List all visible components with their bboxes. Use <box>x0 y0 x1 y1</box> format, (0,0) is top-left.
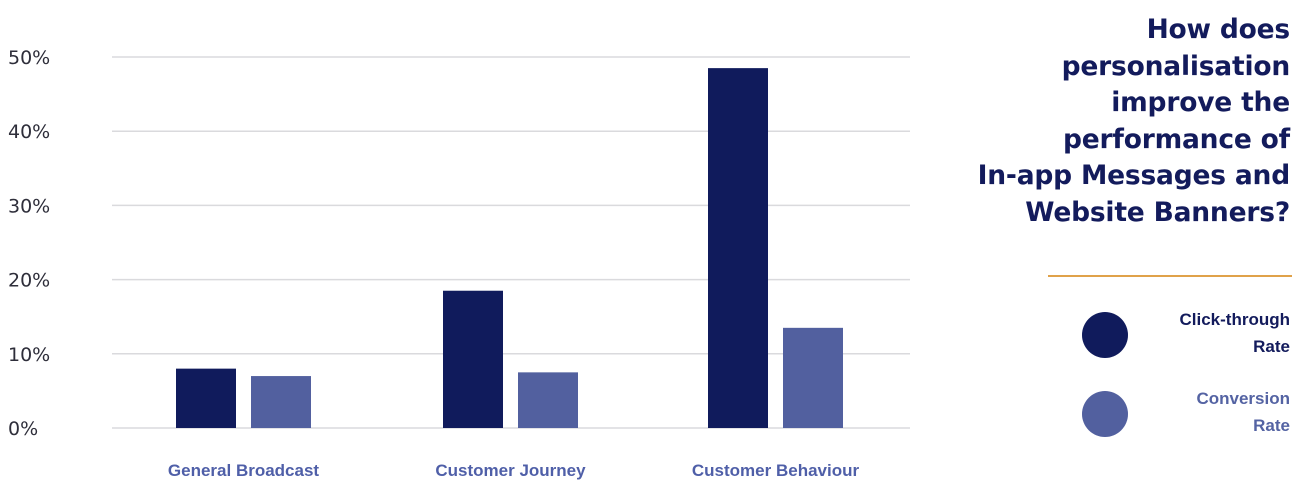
bar <box>443 290 503 428</box>
y-tick-label: 10% <box>8 344 50 366</box>
y-tick-label: 30% <box>8 195 50 217</box>
category-label: General Broadcast <box>168 461 320 480</box>
x-axis-categories: General Broadcast Customer Journey Custome… <box>168 461 860 480</box>
y-tick-label: 50% <box>8 47 50 69</box>
legend-item-conversion: Conversion Rate <box>1050 384 1290 444</box>
legend-label-conversion: Conversion Rate <box>1196 389 1290 435</box>
y-tick-label: 20% <box>8 270 50 292</box>
legend-label-click-through: Click-through Rate <box>1179 310 1291 356</box>
y-tick-label: 0% <box>8 418 38 440</box>
bar <box>251 376 311 428</box>
y-axis-ticks: 0% 10% 20% 30% 40% 50% <box>8 47 50 440</box>
bar <box>783 327 843 428</box>
title-divider <box>1048 275 1292 277</box>
category-label: Customer Journey <box>435 461 586 480</box>
legend-item-click-through: Click-through Rate <box>1050 305 1290 365</box>
bars <box>176 68 843 428</box>
legend-swatch-click-through <box>1082 312 1128 358</box>
bar <box>176 368 236 428</box>
bar-chart: 0% 10% 20% 30% 40% 50% General Broadcast Custo… <box>8 47 910 480</box>
category-label: Customer Behaviour <box>692 461 860 480</box>
gridlines <box>112 56 910 429</box>
bar <box>708 68 768 428</box>
chart-title: How does personalisation improve the per… <box>977 14 1291 228</box>
legend-swatch-conversion <box>1082 391 1128 437</box>
bar <box>518 372 578 428</box>
y-tick-label: 40% <box>8 121 50 143</box>
